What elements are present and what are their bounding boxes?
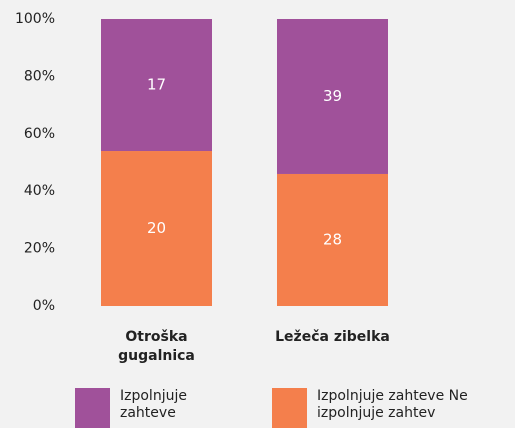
bar-segment [277,173,388,306]
bar-segment [101,19,212,152]
y-tick-label: 80% [24,68,55,84]
legend-swatch [75,388,110,428]
data-label: 17 [147,76,166,94]
y-tick-label: 20% [24,241,55,257]
legend-swatch [272,388,307,428]
y-tick-label: 40% [24,183,55,199]
y-tick-label: 0% [33,298,55,314]
x-tick-label: Ležeča zibelka [275,329,390,345]
bar-segment [277,19,388,174]
y-tick-label: 100% [15,11,55,27]
data-label: 28 [323,230,342,248]
legend-label: Izpolnjuje zahteve [120,388,187,421]
y-tick-label: 60% [24,126,55,142]
x-tick-label: Otroška gugalnica [118,329,195,364]
data-label: 39 [323,87,342,105]
bar-segment [101,151,212,306]
data-label: 20 [147,219,166,237]
legend-label: Izpolnjuje zahteve Ne izpolnjuje zahtev [317,388,468,421]
